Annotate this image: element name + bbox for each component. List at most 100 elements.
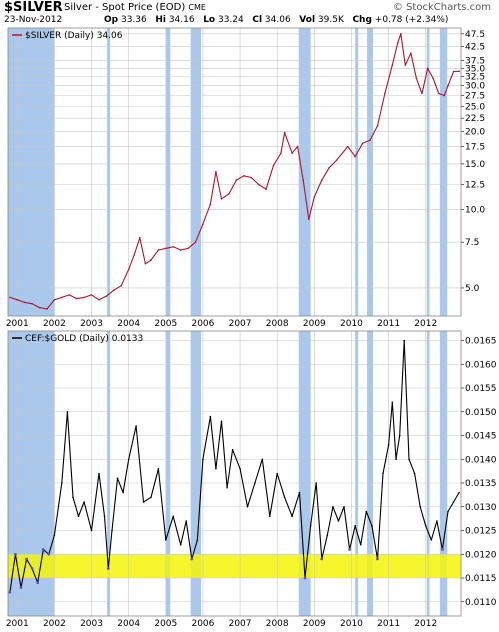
quote-date: 23-Nov-2012 (4, 15, 63, 25)
price-data-point-52 (376, 125, 379, 127)
ratio-data-point-7 (47, 552, 51, 556)
high-label: Hi (155, 15, 166, 25)
price-data-point-5 (46, 308, 48, 310)
price-y-tick-label-13: 37.5 (465, 56, 485, 66)
change-label: Chg (352, 15, 372, 25)
ratio-data-point-72 (436, 520, 438, 522)
ratio-data-point-64 (395, 458, 397, 461)
ratio-data-point-71 (430, 539, 433, 541)
high-value: 34.16 (168, 15, 195, 25)
ratio-data-point-18 (111, 529, 113, 532)
price-x-tick-label-5: 2006 (191, 319, 214, 329)
ratio-data-point-45 (291, 515, 293, 518)
price-y-tick-label-5: 17.5 (465, 143, 485, 153)
price-data-point-49 (354, 155, 356, 158)
price-y-tick-label-3: 12.5 (465, 181, 485, 191)
price-data-point-67 (458, 70, 460, 73)
ratio-data-point-41 (261, 458, 264, 461)
price-x-tick-label-4: 2005 (154, 319, 177, 329)
price-data-point-32 (235, 179, 238, 181)
price-data-point-42 (302, 179, 304, 181)
price-data-point-61 (426, 67, 429, 70)
ratio-data-point-22 (135, 425, 137, 427)
ratio-data-point-39 (246, 505, 249, 508)
price-plot-border (7, 27, 462, 317)
ratio-data-point-58 (365, 510, 368, 513)
price-data-point-44 (313, 196, 316, 198)
price-data-point-54 (391, 64, 394, 66)
ratio-x-tick-label-5: 2006 (191, 619, 214, 629)
price-data-point-33 (242, 175, 245, 177)
ratio-y-tick-label-2: 0.0120 (465, 550, 497, 560)
price-x-tick-label-9: 2010 (340, 319, 363, 329)
ratio-data-point-52 (332, 505, 334, 508)
ratio-data-point-11 (72, 496, 74, 499)
ratio-y-tick-label-11: 0.0165 (465, 337, 497, 347)
ohlc-readout: Op 33.36 Hi 34.16 Lo 33.24 Cl 34.06 Vol … (104, 15, 448, 25)
ratio-data-point-27 (172, 515, 175, 518)
low-value: 33.24 (217, 15, 244, 25)
ratio-x-tick-label-11: 2012 (414, 619, 437, 629)
ratio-legend: CEF:$GOLD (Daily) 0.0133 (25, 334, 143, 344)
price-data-point-34 (250, 176, 253, 179)
price-x-tick-label-8: 2009 (303, 319, 326, 329)
ratio-data-point-66 (403, 339, 405, 342)
price-x-tick-label-2: 2003 (80, 319, 103, 329)
ratio-data-point-2 (19, 586, 23, 589)
ratio-data-point-51 (326, 534, 329, 537)
ratio-support-band (8, 554, 461, 578)
ratio-data-point-48 (309, 524, 312, 527)
ratio-data-point-9 (61, 482, 63, 484)
ratio-data-point-47 (303, 576, 307, 580)
ratio-highlight-period-5 (355, 331, 359, 616)
price-data-point-38 (280, 152, 282, 154)
ratio-data-point-61 (382, 472, 384, 475)
change-value: +0.78 (+2.34%) (374, 15, 449, 25)
price-y-tick-label-2: 10.0 (465, 206, 485, 216)
price-data-point-26 (194, 241, 197, 243)
price-data-point-16 (127, 268, 130, 271)
ratio-data-point-0 (8, 590, 12, 594)
price-data-point-22 (165, 247, 167, 250)
ratio-data-point-55 (348, 548, 352, 551)
price-data-point-45 (320, 179, 323, 181)
ratio-data-point-62 (387, 444, 390, 446)
price-data-point-9 (75, 297, 78, 300)
ratio-data-point-1 (14, 552, 17, 556)
exchange-label: CME (188, 3, 206, 12)
price-data-point-4 (38, 306, 41, 309)
price-data-point-31 (228, 193, 230, 195)
price-data-point-47 (335, 159, 338, 162)
close-value: 34.06 (264, 15, 291, 25)
price-data-point-27 (202, 223, 204, 225)
price-data-point-18 (139, 236, 141, 239)
close-label: Cl (252, 15, 263, 25)
price-y-tick-label-0: 5.0 (465, 284, 480, 294)
price-highlight-period-5 (355, 28, 359, 316)
ratio-y-tick-label-10: 0.0160 (465, 360, 497, 370)
volume-label: Vol (299, 15, 316, 25)
price-x-tick-label-1: 2002 (43, 319, 66, 329)
price-highlight-period-3 (190, 28, 202, 316)
ratio-data-point-14 (90, 529, 93, 532)
ratio-data-point-34 (215, 467, 217, 470)
price-x-tick-label-0: 2001 (6, 319, 29, 329)
price-highlight-period-1 (107, 28, 111, 316)
ratio-x-tick-label-3: 2004 (117, 619, 140, 629)
ratio-data-point-68 (413, 472, 416, 475)
price-data-point-3 (31, 302, 33, 305)
price-data-point-57 (404, 64, 407, 66)
ratio-data-point-3 (25, 557, 28, 561)
price-data-point-20 (150, 259, 152, 261)
ratio-data-point-37 (231, 448, 234, 451)
ratio-x-tick-label-6: 2007 (229, 619, 252, 629)
ratio-data-point-8 (53, 534, 56, 537)
ratio-data-point-46 (298, 491, 301, 494)
price-data-point-10 (83, 296, 85, 299)
price-data-point-58 (410, 52, 412, 54)
price-data-point-28 (209, 203, 212, 205)
price-data-point-23 (172, 245, 175, 248)
price-highlight-period-2 (165, 28, 171, 316)
price-data-point-12 (98, 299, 100, 301)
